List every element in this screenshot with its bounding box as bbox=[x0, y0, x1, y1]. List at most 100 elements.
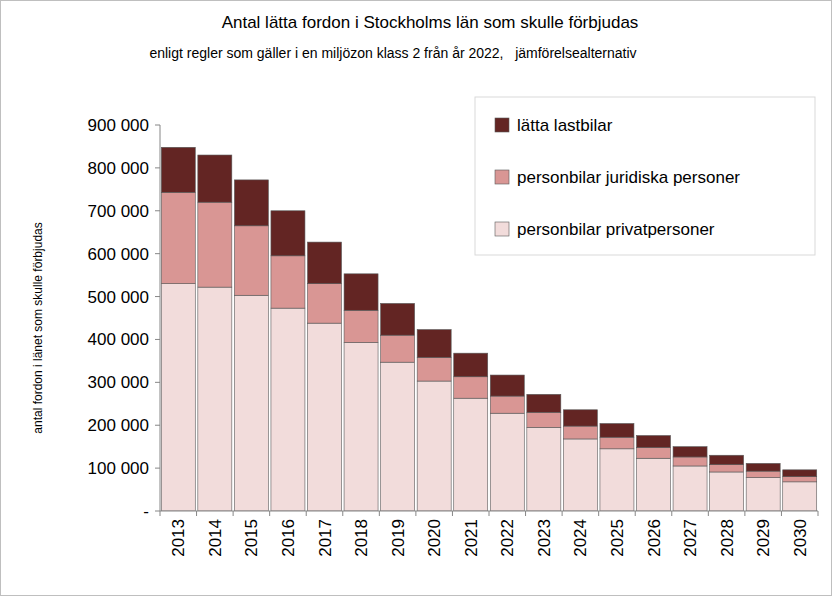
y-tick bbox=[155, 253, 160, 254]
bar-segment bbox=[417, 357, 451, 381]
title: Antal lätta fordon i Stockholms län som … bbox=[222, 13, 639, 32]
x-tick bbox=[781, 511, 782, 516]
bar-segment bbox=[198, 155, 232, 202]
bar-segment bbox=[600, 449, 634, 511]
x-tick bbox=[671, 511, 672, 516]
bar-segment bbox=[454, 353, 488, 377]
y-tick-label: 300 000 bbox=[88, 373, 149, 392]
subtitle: enligt regler som gäller i en miljözon k… bbox=[149, 45, 636, 61]
bar-segment bbox=[637, 436, 671, 448]
chart: Antal lätta fordon i Stockholms län som … bbox=[0, 0, 832, 596]
bar-segment bbox=[454, 398, 488, 511]
x-tick-label: 2027 bbox=[681, 519, 700, 557]
bar-segment bbox=[490, 413, 524, 511]
y-tick-label: 400 000 bbox=[88, 330, 149, 349]
x-tick-label: 2015 bbox=[242, 519, 261, 557]
y-tick bbox=[155, 468, 160, 469]
bar-segment bbox=[234, 226, 268, 295]
bar-segment bbox=[161, 192, 195, 283]
y-tick-label: 600 000 bbox=[88, 245, 149, 264]
y-tick-label: 200 000 bbox=[88, 416, 149, 435]
x-tick-label: 2016 bbox=[279, 519, 298, 557]
y-tick bbox=[155, 296, 160, 297]
bar-segment bbox=[234, 295, 268, 511]
bar-segment bbox=[673, 457, 707, 466]
x-tick-label: 2019 bbox=[389, 519, 408, 557]
y-tick-label: 100 000 bbox=[88, 459, 149, 478]
x-tick bbox=[489, 511, 490, 516]
x-tick bbox=[196, 511, 197, 516]
bar-segment bbox=[490, 396, 524, 413]
x-tick-label: 2030 bbox=[791, 519, 810, 557]
x-tick bbox=[342, 511, 343, 516]
chart-border bbox=[1, 1, 832, 596]
x-tick-label: 2021 bbox=[462, 519, 481, 557]
legend-swatch bbox=[495, 170, 509, 184]
bar-segment bbox=[198, 202, 232, 287]
bar-segment bbox=[344, 310, 378, 342]
bar-segment bbox=[490, 375, 524, 396]
bar-segment bbox=[710, 465, 744, 472]
x-tick bbox=[452, 511, 453, 516]
x-tick-label: 2022 bbox=[498, 519, 517, 557]
legend-label: lätta lastbilar bbox=[517, 116, 613, 135]
bar-segment bbox=[673, 466, 707, 511]
y-tick bbox=[155, 425, 160, 426]
bar-segment bbox=[271, 308, 305, 511]
y-tick bbox=[155, 339, 160, 340]
bar-segment bbox=[710, 455, 744, 464]
x-tick bbox=[598, 511, 599, 516]
bar-segment bbox=[454, 377, 488, 398]
bar-segment bbox=[381, 303, 415, 335]
bar-segment bbox=[527, 427, 561, 511]
x-tick bbox=[744, 511, 745, 516]
x-tick-label: 2028 bbox=[718, 519, 737, 557]
legend-label: personbilar juridiska personer bbox=[517, 168, 740, 187]
x-tick-label: 2026 bbox=[645, 519, 664, 557]
y-tick bbox=[155, 511, 160, 512]
bar-segment bbox=[344, 342, 378, 511]
bar-segment bbox=[308, 284, 342, 323]
bar-segment bbox=[563, 439, 597, 511]
x-tick-label: 2013 bbox=[169, 519, 188, 557]
x-tick-label: 2023 bbox=[535, 519, 554, 557]
y-tick bbox=[155, 125, 160, 126]
y-axis-label: antal fordon i länet som skulle förbjuda… bbox=[31, 222, 45, 433]
x-tick bbox=[379, 511, 380, 516]
legend-box bbox=[475, 97, 815, 255]
x-tick-label: 2014 bbox=[206, 519, 225, 557]
x-tick bbox=[269, 511, 270, 516]
y-tick bbox=[155, 210, 160, 211]
y-tick bbox=[155, 167, 160, 168]
x-tick bbox=[525, 511, 526, 516]
bar-segment bbox=[637, 458, 671, 511]
y-tick bbox=[155, 382, 160, 383]
bar-segment bbox=[563, 410, 597, 426]
bar-segment bbox=[673, 447, 707, 457]
y-tick-label: 800 000 bbox=[88, 159, 149, 178]
x-tick bbox=[233, 511, 234, 516]
legend-swatch bbox=[495, 118, 509, 132]
y-tick-label: 500 000 bbox=[88, 288, 149, 307]
bar-segment bbox=[417, 381, 451, 511]
y-tick-label: 700 000 bbox=[88, 202, 149, 221]
bar-segment bbox=[600, 437, 634, 449]
x-tick-label: 2024 bbox=[571, 519, 590, 557]
bar-segment bbox=[710, 472, 744, 511]
bar-segment bbox=[271, 211, 305, 256]
x-tick bbox=[635, 511, 636, 516]
bar-segment bbox=[308, 323, 342, 511]
bar-segment bbox=[746, 478, 780, 511]
bar-segment bbox=[381, 335, 415, 362]
bar-segment bbox=[344, 274, 378, 310]
x-tick-label: 2017 bbox=[316, 519, 335, 557]
x-tick bbox=[306, 511, 307, 516]
x-tick bbox=[415, 511, 416, 516]
bar-segment bbox=[527, 394, 561, 412]
bar-segment bbox=[746, 463, 780, 471]
bar-segment bbox=[234, 180, 268, 226]
x-tick bbox=[160, 511, 161, 516]
y-tick-label: 900 000 bbox=[88, 116, 149, 135]
bar-segment bbox=[746, 471, 780, 477]
bar-segment bbox=[161, 147, 195, 192]
